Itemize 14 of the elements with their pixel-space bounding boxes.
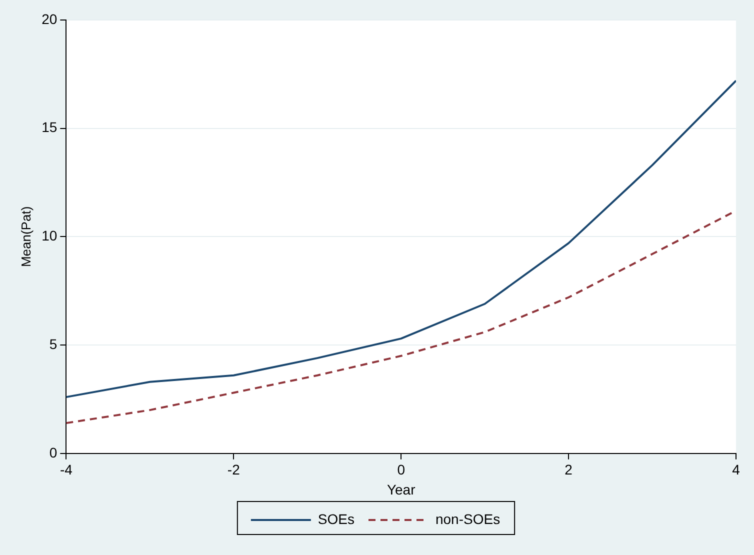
x-tick-label: -4 [60,462,73,478]
y-tick-label: 15 [42,119,58,136]
legend-label: non-SOEs [435,510,500,527]
y-axis-title: Mean(Pat) [18,206,34,268]
y-tick-label: 5 [49,336,58,352]
legend-label: SOEs [318,510,354,527]
y-tick-label: 0 [49,444,58,460]
y-tick-label: 20 [42,10,58,27]
x-tick-label: 0 [397,462,406,478]
x-tick-label: -2 [227,462,240,478]
y-tick-label: 10 [42,228,58,244]
x-tick-label: 2 [564,462,573,478]
x-axis-title: Year [386,481,416,498]
x-tick-label: 4 [732,462,740,478]
